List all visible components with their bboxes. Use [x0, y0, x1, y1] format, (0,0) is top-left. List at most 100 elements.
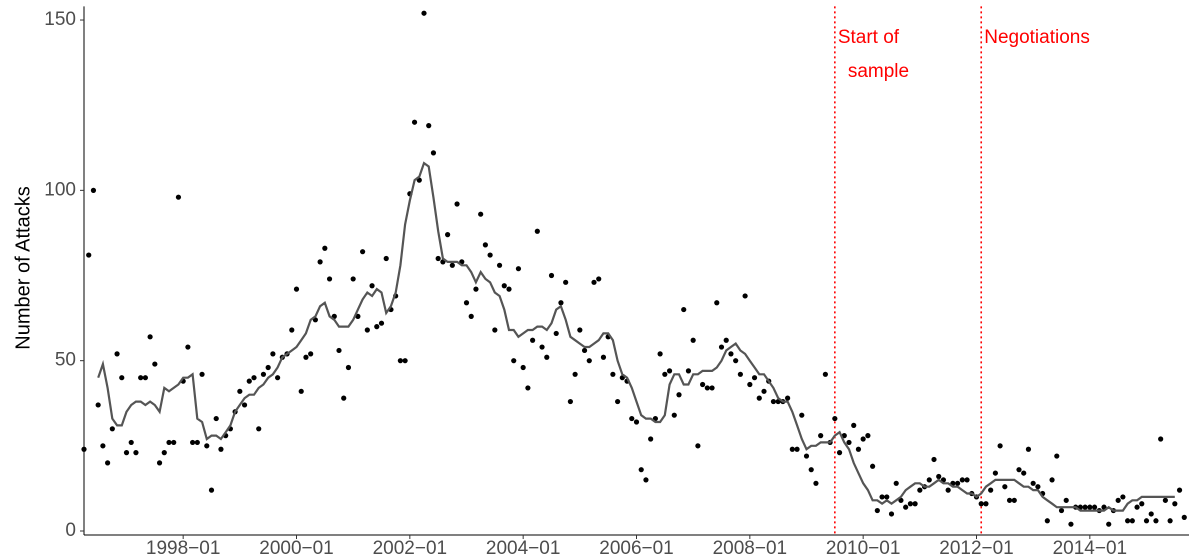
- x-tick-label: 2008−01: [713, 538, 788, 558]
- y-tick-label: 100: [44, 179, 76, 200]
- point: [256, 426, 262, 432]
- point: [345, 364, 352, 371]
- point: [369, 283, 375, 289]
- point: [988, 487, 994, 493]
- point: [1120, 494, 1126, 500]
- point: [402, 358, 408, 364]
- point: [907, 501, 913, 507]
- point: [383, 255, 389, 262]
- point: [610, 371, 616, 377]
- point: [241, 402, 248, 408]
- point: [487, 252, 493, 258]
- point: [175, 194, 182, 200]
- point: [690, 337, 696, 343]
- point: [912, 501, 918, 507]
- point: [364, 327, 370, 333]
- point: [1139, 501, 1145, 507]
- y-tick-label: 150: [44, 9, 76, 30]
- point: [114, 351, 120, 357]
- point: [870, 463, 876, 469]
- point: [818, 433, 824, 439]
- point: [1035, 484, 1041, 490]
- point: [355, 313, 361, 319]
- point: [411, 119, 418, 125]
- point: [695, 443, 701, 449]
- smoothed-line: [97, 161, 1175, 512]
- point: [525, 385, 531, 391]
- point: [983, 501, 989, 507]
- point: [199, 371, 205, 377]
- point: [572, 371, 578, 377]
- point: [700, 381, 706, 388]
- point: [747, 381, 753, 388]
- point: [1091, 504, 1098, 510]
- point: [152, 361, 158, 367]
- point: [251, 375, 257, 381]
- point: [789, 446, 795, 452]
- point: [997, 443, 1003, 449]
- point: [581, 347, 588, 354]
- point: [615, 398, 621, 405]
- x-tick-label: 2014−01: [1053, 538, 1128, 558]
- point: [1082, 504, 1088, 510]
- point: [865, 433, 871, 439]
- point: [190, 439, 196, 446]
- point: [218, 446, 224, 452]
- point: [421, 10, 427, 16]
- point: [374, 324, 380, 330]
- point: [275, 375, 281, 381]
- point: [1054, 453, 1060, 459]
- annotation-text: Negotiations: [984, 27, 1090, 48]
- y-tick-label: 0: [65, 520, 76, 541]
- point: [468, 313, 474, 319]
- point: [742, 293, 748, 299]
- point: [638, 467, 644, 473]
- point: [138, 375, 144, 381]
- point: [1181, 514, 1187, 520]
- point: [430, 150, 437, 156]
- point: [1106, 521, 1112, 527]
- point: [1006, 497, 1013, 503]
- point: [1002, 484, 1008, 490]
- point: [204, 443, 210, 449]
- y-tick-label: 50: [55, 350, 76, 371]
- point: [539, 344, 545, 350]
- point: [1167, 518, 1173, 524]
- point: [676, 392, 682, 398]
- point: [567, 398, 573, 405]
- point: [1158, 436, 1164, 442]
- point: [992, 470, 998, 476]
- point: [511, 358, 517, 364]
- x-tick-label: 2004−01: [486, 538, 561, 558]
- point: [1172, 501, 1178, 507]
- point: [681, 306, 687, 313]
- point: [341, 395, 347, 401]
- point: [874, 507, 880, 514]
- x-tick-label: 2012−01: [939, 538, 1014, 558]
- point: [884, 494, 890, 500]
- point: [926, 477, 932, 483]
- point: [936, 473, 942, 480]
- point: [855, 446, 862, 452]
- point: [478, 211, 484, 217]
- point: [237, 388, 243, 394]
- point: [799, 412, 805, 418]
- point: [591, 279, 597, 285]
- point: [860, 436, 866, 442]
- point: [1058, 507, 1065, 514]
- point: [506, 286, 512, 292]
- point: [978, 501, 984, 507]
- point: [515, 266, 522, 272]
- point: [558, 300, 564, 306]
- point: [955, 480, 961, 486]
- point: [1021, 470, 1027, 476]
- point: [336, 347, 342, 354]
- point: [931, 456, 937, 463]
- point: [794, 446, 800, 452]
- point: [737, 371, 743, 377]
- point: [81, 446, 87, 452]
- point: [1153, 518, 1159, 524]
- point: [709, 385, 715, 391]
- point: [662, 371, 668, 377]
- point: [317, 259, 323, 265]
